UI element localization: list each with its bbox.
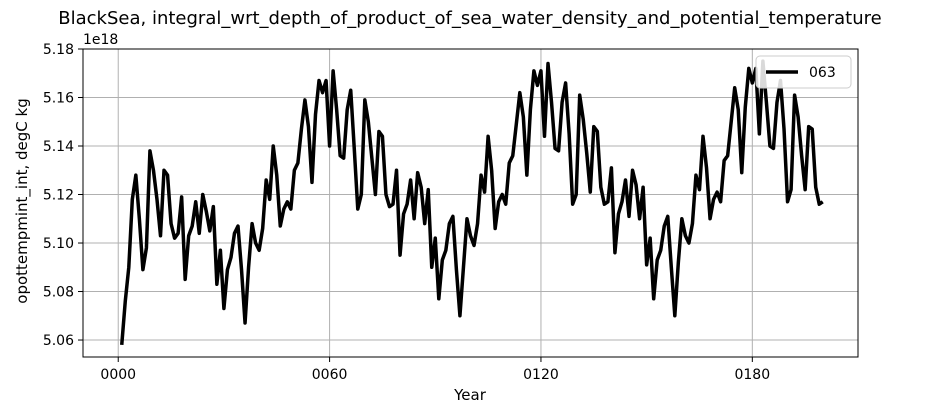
- legend: 063: [755, 55, 852, 89]
- y-tick-label: 5.16: [43, 91, 74, 107]
- legend-label-063: 063: [809, 65, 836, 81]
- y-tick-label: 5.18: [43, 42, 74, 58]
- x-tick-label: 0000: [100, 367, 136, 383]
- series-line-063: [120, 59, 824, 346]
- x-tick-label: 0120: [523, 367, 559, 383]
- y-axis-label: opottempmint_int, degC kg: [13, 98, 32, 303]
- y-tick-label: 5.10: [43, 236, 74, 252]
- x-axis-label: Year: [453, 386, 487, 404]
- chart-title: BlackSea, integral_wrt_depth_of_product_…: [58, 8, 881, 29]
- x-tick-label: 0060: [312, 367, 348, 383]
- y-offset-text: 1e18: [83, 32, 118, 48]
- y-tick-label: 5.12: [43, 188, 74, 204]
- y-tick-label: 5.14: [43, 139, 74, 155]
- x-tick-label: 0180: [734, 367, 770, 383]
- plot-lines: [120, 59, 824, 346]
- x-axis: 0000 0060 0120 0180: [100, 357, 770, 383]
- legend-box: [755, 55, 852, 89]
- plot-frame: [82, 48, 859, 358]
- y-axis: 5.06 5.08 5.10 5.12 5.14 5.16 5.18: [43, 42, 83, 349]
- y-tick-label: 5.06: [43, 333, 74, 349]
- y-tick-label: 5.08: [43, 285, 74, 301]
